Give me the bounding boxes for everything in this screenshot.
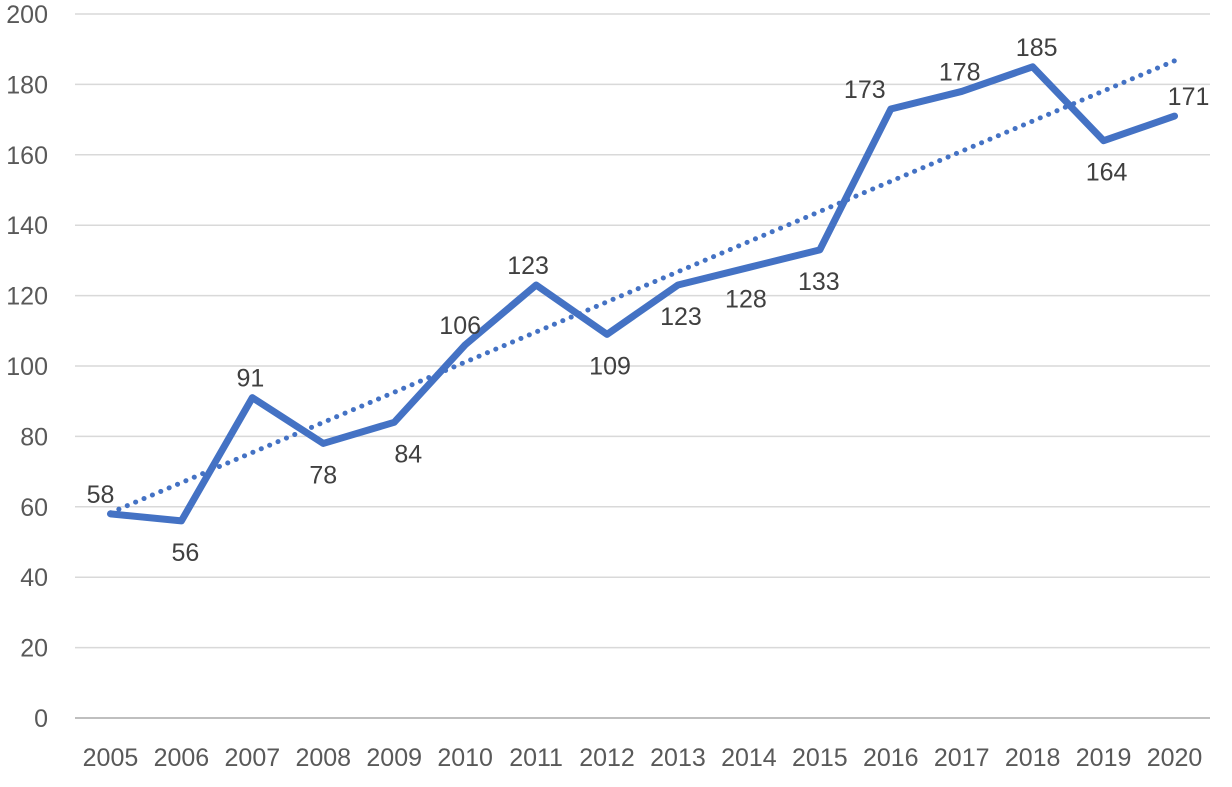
y-tick-label: 180 [6,71,48,99]
y-tick-label: 0 [34,705,48,733]
x-tick-label: 2011 [509,744,563,772]
trendline-group [107,58,1178,516]
x-tick-label: 2008 [295,744,351,772]
y-tick-label: 200 [6,1,48,29]
data-labels-group: 58 56 91 78 84 106 123 109 123 128 133 173 178 185 164… [87,34,1210,567]
x-tick-label: 2007 [225,744,281,772]
data-series-line [106,63,1179,525]
x-tick-label: 2017 [934,744,990,772]
data-label: 128 [725,285,767,313]
gridlines-group [75,13,1210,719]
x-tick-label: 2016 [863,744,919,772]
data-label: 133 [798,268,840,296]
data-label: 185 [1016,34,1058,62]
data-label: 178 [939,58,981,86]
data-label: 84 [394,440,422,468]
x-tick-label: 2010 [437,744,493,772]
y-tick-label: 40 [20,564,48,592]
data-label: 173 [844,76,886,104]
x-axis-labels-group: 2005 2006 2007 2008 2009 2010 2011 2012 2013 2014… [83,744,1203,772]
y-tick-label: 80 [20,423,48,451]
x-tick-label: 2009 [366,744,422,772]
data-label: 109 [589,352,631,380]
y-tick-label: 140 [6,212,48,240]
y-tick-label: 160 [6,142,48,170]
data-label: 164 [1086,159,1128,187]
y-tick-label: 120 [6,283,48,311]
y-tick-label: 20 [20,635,48,663]
x-tick-label: 2015 [792,744,848,772]
data-label: 123 [507,252,549,280]
x-tick-label: 2018 [1005,744,1061,772]
series-group [106,63,1179,525]
data-label: 56 [172,539,200,567]
y-axis-labels-group: 0 20 40 60 80 100 120 140 160 180 200 [6,1,48,733]
data-label: 78 [309,461,337,489]
x-tick-label: 2005 [83,744,139,772]
x-tick-label: 2019 [1076,744,1132,772]
data-label: 91 [236,365,264,393]
trendline [107,58,1178,516]
x-tick-label: 2014 [721,744,777,772]
data-label: 123 [660,303,702,331]
data-label: 106 [439,312,481,340]
x-tick-label: 2006 [154,744,210,772]
data-label: 171 [1168,83,1210,111]
y-tick-label: 100 [6,353,48,381]
x-tick-label: 2012 [579,744,635,772]
x-tick-label: 2020 [1147,744,1203,772]
y-tick-label: 60 [20,494,48,522]
x-tick-label: 2013 [650,744,706,772]
data-label: 58 [87,481,115,509]
